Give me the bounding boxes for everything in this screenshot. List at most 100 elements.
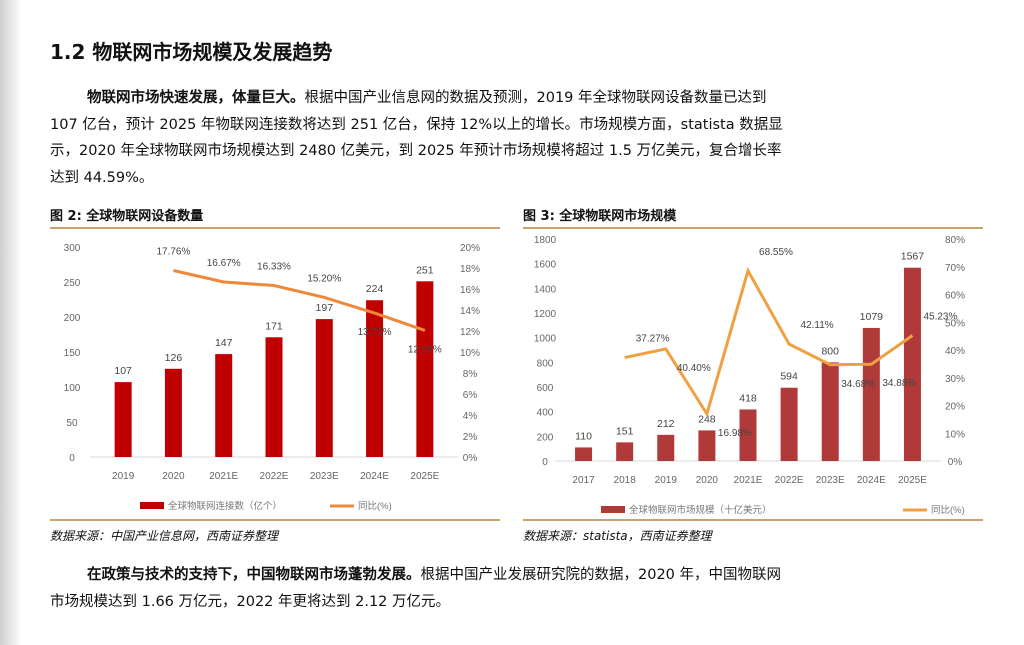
y2-tick-label: 12% bbox=[460, 327, 480, 338]
bar-value-label: 224 bbox=[366, 283, 384, 295]
rule-top bbox=[523, 227, 983, 229]
y2-tick-label: 8% bbox=[463, 369, 478, 380]
y-tick-label: 200 bbox=[64, 313, 81, 324]
x-tick-label: 2019 bbox=[112, 471, 135, 482]
line-value-label: 13.71% bbox=[358, 327, 392, 338]
x-tick-label: 2020 bbox=[696, 475, 719, 486]
y-tick-label: 200 bbox=[537, 432, 554, 443]
x-tick-label: 2023E bbox=[816, 475, 845, 486]
line-value-label: 37.27% bbox=[636, 334, 670, 345]
legend-bar-swatch bbox=[140, 502, 164, 509]
bar-value-label: 107 bbox=[114, 365, 132, 377]
figure-source: 数据来源：statista，西南证券整理 bbox=[523, 529, 712, 543]
bar bbox=[164, 368, 182, 457]
x-tick-label: 2024E bbox=[360, 471, 389, 482]
y-tick-label: 250 bbox=[64, 278, 81, 289]
y-tick-label: 800 bbox=[537, 358, 554, 369]
bar bbox=[416, 281, 434, 457]
chart-market-size: 0 200 400 600 800 1000 1200 1400 1600 1800 0% 10% 20… bbox=[534, 235, 965, 516]
growth-line bbox=[624, 266, 914, 418]
bar bbox=[903, 267, 921, 461]
y2-tick-label: 6% bbox=[463, 390, 478, 401]
y2-tick-label: 70% bbox=[945, 263, 965, 274]
paragraph-1: 物联网市场快速发展，体量巨大。根据中国产业信息网的数据及预测，2019 年全球物… bbox=[50, 85, 790, 191]
bar-value-label: 126 bbox=[165, 352, 183, 364]
x-tick-label: 2019 bbox=[655, 475, 678, 486]
bar-value-label: 171 bbox=[265, 320, 283, 332]
line-value-label: 68.55% bbox=[759, 247, 793, 258]
line-value-label: 16.67% bbox=[207, 258, 241, 269]
figure-title: 图 2: 全球物联网设备数量 bbox=[50, 209, 204, 224]
y-tick-label: 0 bbox=[542, 457, 548, 468]
y-tick-label: 50 bbox=[66, 418, 78, 429]
bar bbox=[862, 327, 880, 461]
rule-bottom bbox=[50, 519, 500, 521]
legend-line-label: 同比(%) bbox=[358, 500, 392, 512]
y2-tick-label: 20% bbox=[945, 402, 965, 413]
bar bbox=[616, 442, 634, 461]
bar-value-label: 197 bbox=[316, 302, 334, 314]
line-value-label: 45.23% bbox=[923, 311, 957, 322]
y-tick-label: 1600 bbox=[534, 260, 557, 271]
bar bbox=[821, 362, 839, 461]
y2-tick-label: 18% bbox=[460, 264, 480, 275]
y2-tick-label: 60% bbox=[945, 291, 965, 302]
legend-line-label: 同比(%) bbox=[931, 504, 965, 515]
section-heading: 1.2 物联网市场规模及发展趋势 bbox=[50, 40, 333, 64]
y2-tick-label: 50% bbox=[945, 318, 965, 329]
y2-tick-label: 80% bbox=[945, 235, 965, 246]
y-tick-label: 300 bbox=[64, 243, 81, 254]
x-tick-label: 2021E bbox=[734, 475, 763, 486]
y-tick-label: 150 bbox=[64, 348, 81, 359]
bar-value-label: 418 bbox=[739, 392, 757, 404]
bar-value-label: 248 bbox=[698, 413, 716, 425]
bar-value-label: 151 bbox=[616, 425, 634, 437]
line-value-label: 16.33% bbox=[257, 262, 291, 273]
y2-tick-label: 16% bbox=[460, 285, 480, 296]
y2-tick-label: 30% bbox=[945, 374, 965, 385]
y2-tick-label: 10% bbox=[460, 348, 480, 359]
bar bbox=[215, 354, 233, 457]
y2-tick-label: 14% bbox=[460, 306, 480, 317]
y-tick-label: 1200 bbox=[534, 309, 557, 320]
line-value-label: 16.98% bbox=[718, 428, 752, 439]
y-tick-label: 400 bbox=[537, 408, 554, 419]
y-tick-label: 100 bbox=[64, 383, 81, 394]
y2-tick-label: 2% bbox=[463, 432, 478, 443]
x-tick-label: 2025E bbox=[898, 475, 927, 486]
bar-value-label: 594 bbox=[780, 371, 798, 383]
bar bbox=[366, 300, 384, 457]
figure-title: 图 3: 全球物联网市场规模 bbox=[523, 209, 677, 224]
rule-top bbox=[50, 227, 500, 229]
x-tick-label: 2017 bbox=[572, 475, 595, 486]
y-tick-label: 1400 bbox=[534, 284, 557, 295]
line-value-label: 12.05% bbox=[408, 344, 442, 355]
x-tick-label: 2018 bbox=[614, 475, 637, 486]
figure-3: 图 3: 全球物联网市场规模 0 200 400 600 800 1000 1200 1400… bbox=[523, 205, 983, 544]
y2-tick-label: 20% bbox=[460, 243, 480, 254]
x-tick-label: 2020 bbox=[162, 471, 185, 482]
line-value-label: 17.76% bbox=[156, 247, 190, 258]
bar-value-label: 147 bbox=[215, 337, 233, 349]
bar bbox=[114, 382, 132, 457]
x-tick-label: 2021E bbox=[209, 471, 238, 482]
bar-value-label: 800 bbox=[821, 345, 839, 357]
y-tick-label: 600 bbox=[537, 383, 554, 394]
legend-bar-label: 全球物联网连接数（亿个） bbox=[168, 500, 282, 512]
x-tick-label: 2025E bbox=[410, 471, 439, 482]
x-tick-label: 2024E bbox=[857, 475, 886, 486]
bar bbox=[698, 430, 716, 461]
y2-tick-label: 0% bbox=[948, 457, 963, 468]
figure-source: 数据来源：中国产业信息网，西南证券整理 bbox=[50, 529, 279, 543]
para2-bold: 在政策与技术的支持下，中国物联网市场蓬勃发展。 bbox=[87, 567, 421, 583]
para1-bold: 物联网市场快速发展，体量巨大。 bbox=[87, 90, 305, 106]
bar bbox=[657, 434, 675, 461]
growth-line bbox=[173, 269, 426, 332]
bar bbox=[315, 319, 333, 457]
line-value-label: 42.11% bbox=[801, 320, 834, 331]
y-tick-label: 0 bbox=[69, 453, 75, 464]
para2-text: 根据中国产业发展研究院的数据，2020 年，中国物联网市场规模达到 1.66 万… bbox=[50, 567, 782, 610]
legend-bar-label: 全球物联网市场规模（十亿美元） bbox=[629, 504, 772, 515]
paragraph-2: 在政策与技术的支持下，中国物联网市场蓬勃发展。根据中国产业发展研究院的数据，20… bbox=[50, 562, 790, 615]
rule-bottom bbox=[523, 519, 983, 521]
